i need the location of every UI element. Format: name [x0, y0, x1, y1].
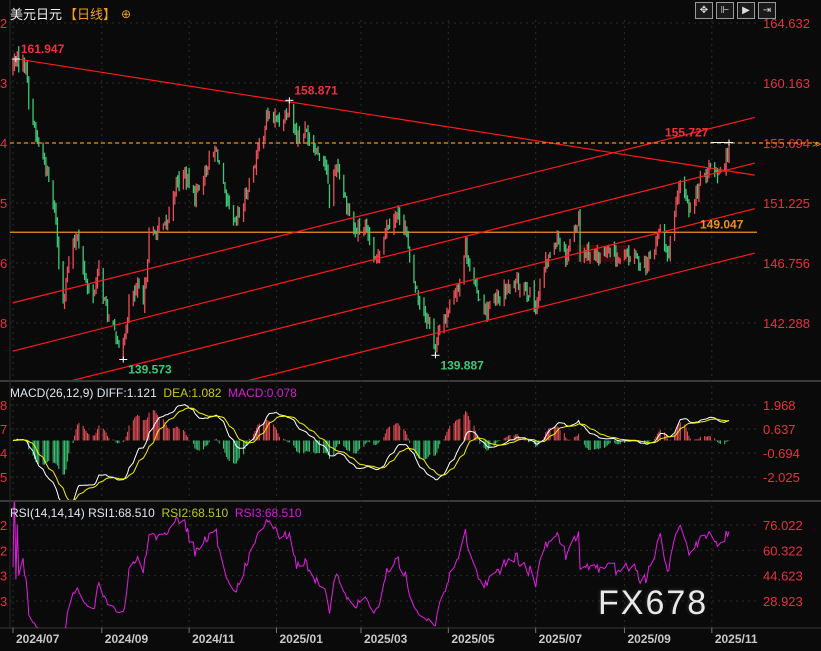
left-axis-fragment: 8 — [0, 316, 7, 331]
extreme-price-label: 155.727 — [665, 126, 709, 140]
left-axis-fragment: 8 — [0, 398, 7, 413]
y-tick-label: 164.632 — [763, 16, 810, 31]
y-tick-label: 155.694 — [763, 136, 810, 151]
x-tick-label: 2025/03 — [364, 632, 408, 646]
macd-diff-value: DIFF:1.121 — [96, 386, 157, 400]
macd-histogram-value: MACD:0.078 — [228, 386, 297, 400]
macd-panel[interactable] — [12, 404, 730, 511]
x-tick-label: 2025/07 — [539, 632, 583, 646]
trendline[interactable] — [13, 208, 755, 396]
crosshair-circle-icon[interactable]: ⊕ — [121, 6, 132, 21]
x-tick-label: 2025/01 — [279, 632, 323, 646]
y-tick-label: 0.637 — [763, 422, 796, 437]
extreme-price-label: 158.871 — [294, 83, 338, 97]
y-tick-label: 146.756 — [763, 256, 810, 271]
macd-dea-value: DEA:1.082 — [163, 386, 222, 400]
zoom-range-icon[interactable]: ⊩ — [716, 2, 734, 19]
x-tick-label: 2024/07 — [16, 632, 60, 646]
x-tick-label: 2025/05 — [451, 632, 495, 646]
rsi-line — [12, 502, 730, 628]
y-tick-label: 142.288 — [763, 316, 810, 331]
chart-header: 美元日元 【日线】 ⊕ — [10, 4, 131, 23]
trendline[interactable] — [12, 116, 755, 304]
left-axis-fragment: 3 — [0, 569, 7, 584]
jump-to-end-icon[interactable]: ⇥ — [758, 2, 776, 19]
y-tick-label: 160.163 — [763, 76, 810, 91]
left-axis-fragment: 5 — [0, 470, 7, 485]
left-axis-fragment: 2 — [0, 16, 7, 31]
macd-legend: MACD(26,12,9) DIFF:1.121 DEA:1.082 MACD:… — [10, 386, 297, 400]
play-forward-icon[interactable]: ▶ — [737, 2, 755, 19]
y-tick-label: 151.225 — [763, 196, 810, 211]
macd-dea-line — [12, 407, 730, 500]
y-tick-label: 44.623 — [763, 569, 803, 584]
left-axis-fragment: 3 — [0, 76, 7, 91]
y-tick-label: -0.694 — [763, 446, 800, 461]
move-crosshair-icon[interactable]: ✥ — [695, 2, 713, 19]
left-axis-fragment: 4 — [0, 446, 7, 461]
rsi1-value: RSI1:68.510 — [88, 506, 155, 520]
left-axis-fragment: 4 — [0, 136, 7, 151]
trendline[interactable] — [12, 57, 755, 176]
price-panel[interactable] — [10, 46, 757, 440]
trendline[interactable] — [13, 252, 755, 440]
period-label[interactable]: 【日线】 — [64, 7, 117, 22]
x-tick-label: 2025/11 — [715, 632, 758, 646]
y-tick-label: 76.022 — [763, 518, 803, 533]
x-tick-label: 2025/09 — [627, 632, 671, 646]
current-price-arrow-icon: ≫ — [812, 139, 821, 149]
rsi-legend: RSI(14,14,14) RSI1:68.510 RSI2:68.510 RS… — [10, 506, 302, 520]
left-axis-fragment: 2 — [0, 518, 7, 533]
extreme-price-label: 161.947 — [21, 42, 65, 56]
rsi2-value: RSI2:68.510 — [161, 506, 229, 520]
y-tick-label: 1.968 — [763, 398, 796, 413]
y-tick-label: 60.322 — [763, 543, 803, 558]
left-axis-fragment: 3 — [0, 594, 7, 609]
extreme-price-label: 139.887 — [440, 358, 484, 372]
chart-toolbar: ✥ ⊩ ▶ ⇥ — [695, 2, 776, 19]
left-axis-fragment: 5 — [0, 196, 7, 211]
fx678-watermark: FX678 — [598, 584, 709, 622]
y-tick-label: 28.923 — [763, 594, 803, 609]
y-tick-label: -2.025 — [763, 470, 800, 485]
trendline[interactable] — [12, 162, 755, 352]
x-tick-label: 2024/11 — [192, 632, 235, 646]
macd-diff-line — [12, 404, 730, 500]
left-axis-fragment: 7 — [0, 422, 7, 437]
left-axis-fragment: 2 — [0, 543, 7, 558]
rsi3-value: RSI3:68.510 — [234, 506, 302, 520]
x-tick-label: 2024/09 — [105, 632, 149, 646]
extreme-price-label: 139.573 — [128, 363, 172, 377]
rsi-title: RSI(14,14,14) — [10, 506, 85, 520]
rsi-panel[interactable] — [12, 486, 730, 642]
symbol-title: 美元日元 — [10, 7, 63, 22]
level-label: 149.047 — [700, 217, 744, 231]
left-axis-fragment: 6 — [0, 256, 7, 271]
macd-title: MACD(26,12,9) — [10, 386, 94, 400]
